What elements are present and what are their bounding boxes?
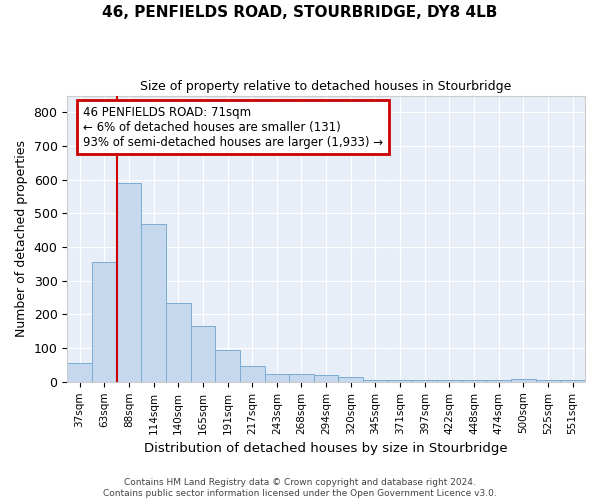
Bar: [116, 183, 141, 382]
Bar: [363, 380, 388, 382]
Bar: [560, 380, 585, 382]
Text: 46, PENFIELDS ROAD, STOURBRIDGE, DY8 4LB: 46, PENFIELDS ROAD, STOURBRIDGE, DY8 4LB: [103, 5, 497, 20]
Title: Size of property relative to detached houses in Stourbridge: Size of property relative to detached ho…: [140, 80, 512, 93]
Bar: [215, 350, 240, 382]
Bar: [92, 262, 116, 382]
Bar: [166, 302, 191, 382]
Bar: [437, 380, 462, 382]
Bar: [412, 380, 437, 382]
Bar: [67, 362, 92, 382]
Text: 46 PENFIELDS ROAD: 71sqm
← 6% of detached houses are smaller (131)
93% of semi-d: 46 PENFIELDS ROAD: 71sqm ← 6% of detache…: [83, 106, 383, 148]
X-axis label: Distribution of detached houses by size in Stourbridge: Distribution of detached houses by size …: [145, 442, 508, 455]
Bar: [240, 366, 265, 382]
Bar: [487, 380, 511, 382]
Y-axis label: Number of detached properties: Number of detached properties: [15, 140, 28, 337]
Bar: [338, 377, 363, 382]
Bar: [289, 374, 314, 382]
Bar: [462, 380, 487, 382]
Bar: [314, 375, 338, 382]
Bar: [536, 380, 560, 382]
Bar: [141, 224, 166, 382]
Bar: [388, 380, 412, 382]
Text: Contains HM Land Registry data © Crown copyright and database right 2024.
Contai: Contains HM Land Registry data © Crown c…: [103, 478, 497, 498]
Bar: [511, 379, 536, 382]
Bar: [191, 326, 215, 382]
Bar: [265, 374, 289, 382]
